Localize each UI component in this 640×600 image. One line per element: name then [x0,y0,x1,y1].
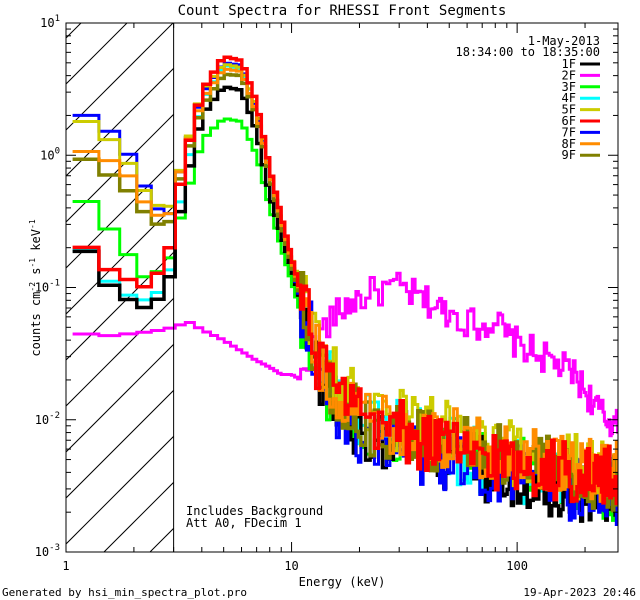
y-tick-labels: 10-3 10-2 10-1 100 101 [35,14,60,559]
date-label: 1-May-2013 [528,34,600,48]
hatch-line [66,389,174,499]
legend-label-4F: 4F [562,91,576,105]
footer-generated-by: Generated by hsi_min_spectra_plot.pro [2,586,247,599]
y-tick-label: 101 [40,14,60,30]
legend-label-1F: 1F [562,57,576,71]
legend-label-5F: 5F [562,103,576,117]
footer-timestamp: 19-Apr-2023 20:46 [523,586,636,599]
hatch-line [66,23,128,85]
hatch-line [66,67,174,177]
legend-label-7F: 7F [562,125,576,139]
x-tick-label: 1 [62,559,69,573]
legend-label-9F: 9F [562,148,576,162]
legend-label-6F: 6F [562,114,576,128]
x-tick-label: 10 [284,559,298,573]
legend-label-8F: 8F [562,137,576,151]
chart-title: Count Spectra for RHESSI Front Segments [178,3,507,19]
annotation-background: Includes Background [186,504,323,518]
x-axis-label: Energy (keV) [299,575,386,589]
axis-ticks [65,22,618,553]
y-tick-label: 10-3 [35,543,60,559]
series-6F [72,55,618,506]
y-tick-label: 10-2 [35,411,60,427]
series-2F [72,271,618,438]
series-layer [72,55,618,526]
hatch-line [66,435,174,545]
y-tick-label: 100 [40,146,60,162]
x-tick-label: 100 [506,559,528,573]
y-tick-label: 10-1 [35,279,60,295]
time-range-label: 18:34:00 to 18:35:00 [456,45,601,59]
hatch-line [66,297,174,407]
x-tick-labels: 1 10 100 [62,559,528,573]
annotation-attenuator: Att A0, FDecim 1 [186,516,302,530]
y-axis-label: counts cm-2 s-1 keV-1 [28,219,43,356]
legend-label-3F: 3F [562,80,576,94]
hatch-line [66,23,174,131]
legend-label-2F: 2F [562,68,576,82]
hatch-line [66,205,174,315]
